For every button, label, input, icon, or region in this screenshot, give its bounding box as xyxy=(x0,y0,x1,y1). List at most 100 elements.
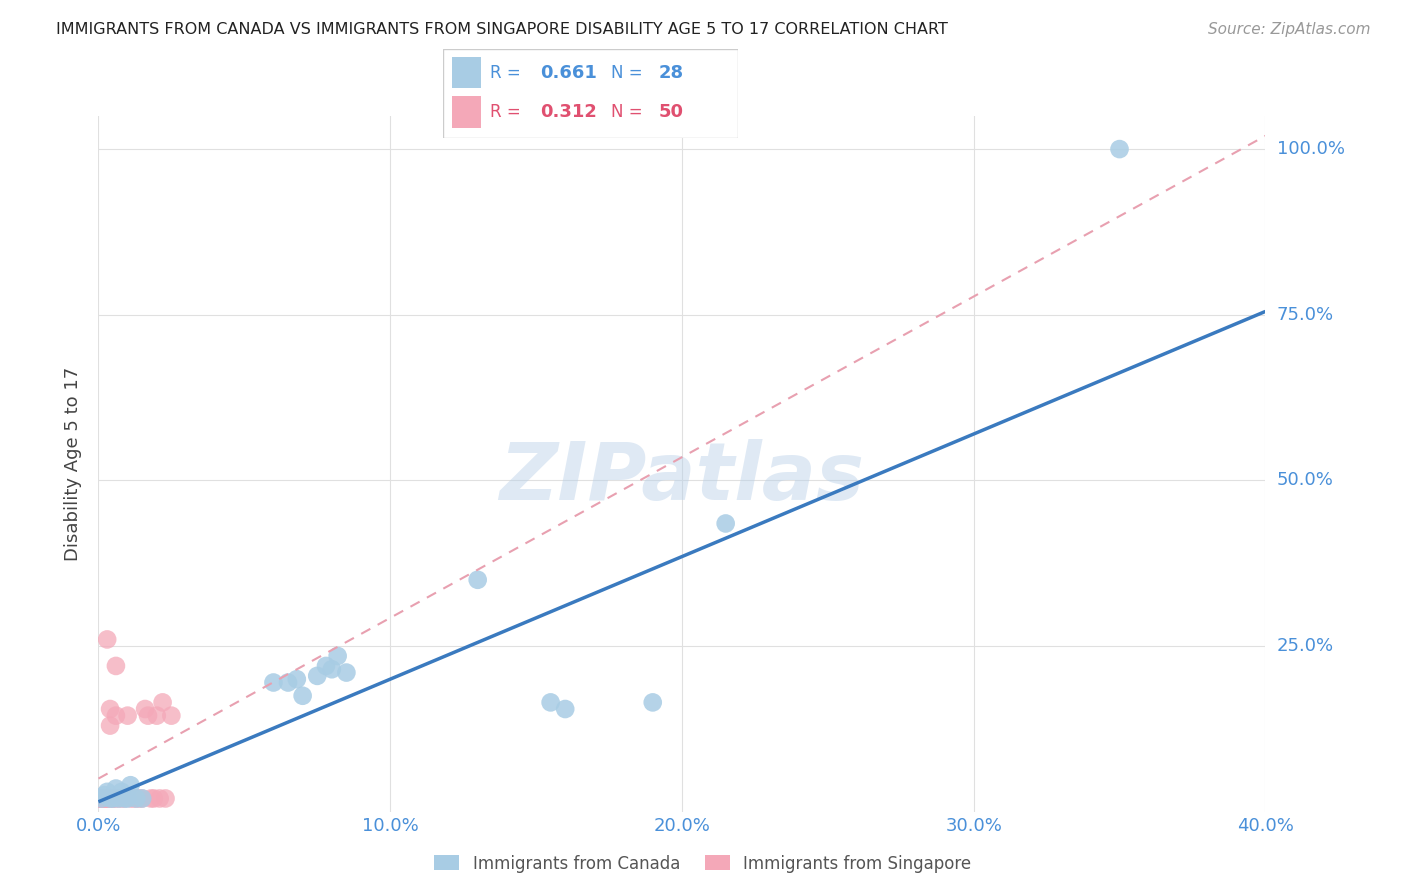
Point xyxy=(114,791,136,805)
Point xyxy=(87,791,110,805)
Point xyxy=(104,791,127,805)
Point xyxy=(326,648,349,663)
Point xyxy=(98,702,121,716)
Point xyxy=(104,659,127,673)
Point xyxy=(96,791,118,805)
Point xyxy=(122,791,145,805)
Point xyxy=(90,791,112,805)
Point xyxy=(104,781,127,796)
Text: 0.312: 0.312 xyxy=(540,103,598,121)
Point xyxy=(93,791,115,805)
Point xyxy=(136,708,159,723)
Y-axis label: Disability Age 5 to 17: Disability Age 5 to 17 xyxy=(65,367,83,561)
Text: Source: ZipAtlas.com: Source: ZipAtlas.com xyxy=(1208,22,1371,37)
Point xyxy=(335,665,357,680)
Bar xyxy=(451,57,481,88)
Point xyxy=(139,791,162,805)
Point xyxy=(128,791,150,805)
Point xyxy=(467,573,489,587)
Point xyxy=(87,791,110,805)
Point xyxy=(87,791,110,805)
Point xyxy=(93,791,115,805)
Point xyxy=(90,791,112,805)
Point xyxy=(125,791,148,805)
Point xyxy=(98,791,121,805)
Point xyxy=(90,791,112,805)
Point xyxy=(98,718,121,732)
Point xyxy=(93,791,115,805)
Point xyxy=(90,791,112,805)
FancyBboxPatch shape xyxy=(443,49,738,138)
Point xyxy=(111,791,134,805)
Point xyxy=(93,788,115,802)
Point xyxy=(90,791,112,805)
Point xyxy=(307,669,329,683)
Point xyxy=(90,791,112,805)
Point xyxy=(641,695,664,709)
Point xyxy=(90,791,112,805)
Point xyxy=(540,695,562,709)
Point xyxy=(96,791,118,805)
Legend: Immigrants from Canada, Immigrants from Singapore: Immigrants from Canada, Immigrants from … xyxy=(427,848,979,880)
Point xyxy=(96,791,118,805)
Text: 75.0%: 75.0% xyxy=(1277,306,1334,324)
Text: 25.0%: 25.0% xyxy=(1277,637,1334,655)
Point xyxy=(93,791,115,805)
Point xyxy=(155,791,177,805)
Point xyxy=(714,516,737,531)
Point xyxy=(114,791,136,805)
Point xyxy=(90,791,112,805)
Point xyxy=(285,672,308,686)
Point xyxy=(125,791,148,805)
Text: N =: N = xyxy=(612,63,648,82)
Point xyxy=(315,659,337,673)
Point xyxy=(1108,142,1130,156)
Text: R =: R = xyxy=(491,63,526,82)
Point xyxy=(108,791,131,805)
Point xyxy=(90,791,112,805)
Point xyxy=(120,778,142,792)
Point xyxy=(101,791,124,805)
Point xyxy=(554,702,576,716)
Point xyxy=(87,791,110,805)
Point xyxy=(98,791,121,805)
Point xyxy=(131,791,153,805)
Point xyxy=(90,791,112,805)
Point xyxy=(291,689,314,703)
Text: 28: 28 xyxy=(658,63,683,82)
Point xyxy=(96,632,118,647)
Point xyxy=(101,791,124,805)
Point xyxy=(131,791,153,805)
Point xyxy=(134,702,156,716)
Text: N =: N = xyxy=(612,103,648,121)
Point xyxy=(101,791,124,805)
Point xyxy=(104,708,127,723)
Bar xyxy=(451,96,481,128)
Point xyxy=(321,662,343,676)
Text: IMMIGRANTS FROM CANADA VS IMMIGRANTS FROM SINGAPORE DISABILITY AGE 5 TO 17 CORRE: IMMIGRANTS FROM CANADA VS IMMIGRANTS FRO… xyxy=(56,22,948,37)
Point xyxy=(90,791,112,805)
Point xyxy=(277,675,299,690)
Text: 50.0%: 50.0% xyxy=(1277,471,1333,490)
Text: 50: 50 xyxy=(658,103,683,121)
Text: R =: R = xyxy=(491,103,526,121)
Point xyxy=(111,785,134,799)
Point xyxy=(149,791,172,805)
Point xyxy=(93,791,115,805)
Point xyxy=(262,675,284,690)
Point xyxy=(93,791,115,805)
Point xyxy=(146,708,169,723)
Point xyxy=(96,791,118,805)
Text: ZIPatlas: ZIPatlas xyxy=(499,439,865,516)
Point xyxy=(96,785,118,799)
Point xyxy=(117,708,139,723)
Text: 100.0%: 100.0% xyxy=(1277,140,1344,158)
Point xyxy=(142,791,165,805)
Point xyxy=(160,708,183,723)
Text: 0.661: 0.661 xyxy=(540,63,598,82)
Point xyxy=(108,791,131,805)
Point xyxy=(87,791,110,805)
Point xyxy=(120,791,142,805)
Point xyxy=(117,791,139,805)
Point xyxy=(152,695,174,709)
